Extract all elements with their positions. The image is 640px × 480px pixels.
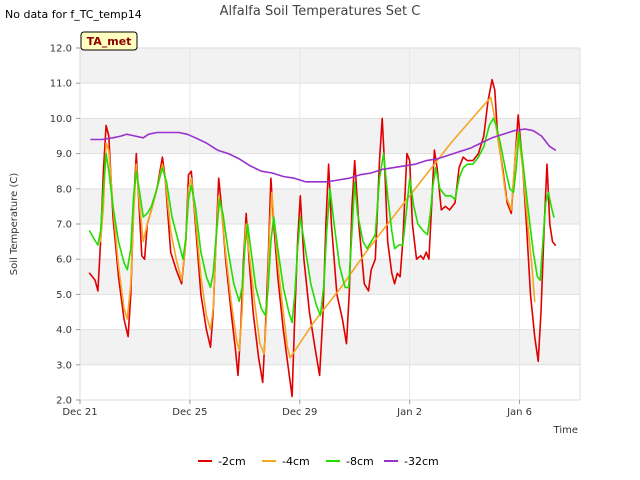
y-axis-ticks: 2.0 3.0 4.0 5.0 6.0 7.0 8.0 9.0 10.0 11.0 12.0 [50, 44, 80, 407]
ta-met-badge[interactable]: TA_met [80, 31, 138, 51]
series-line-8cm [88, 117, 555, 324]
y-tick-label: 2.0 [56, 396, 72, 407]
y-tick-label: 11.0 [50, 79, 72, 90]
chart-title: Alfalfa Soil Temperatures Set C [220, 4, 421, 19]
y-tick-label: 4.0 [56, 325, 72, 336]
x-tick-label: Dec 29 [282, 407, 317, 418]
grid-band [80, 259, 580, 295]
legend-label: -8cm [346, 455, 374, 468]
y-tick-label: 6.0 [56, 255, 72, 266]
x-axis-label: Time [553, 425, 578, 436]
x-tick-label: Dec 25 [172, 407, 207, 418]
series-line-32cm [90, 128, 557, 183]
y-tick-label: 7.0 [56, 220, 72, 231]
grid-band [80, 329, 580, 365]
legend-label: -32cm [404, 455, 439, 468]
y-axis-label: Soil Temperature (C) [9, 173, 20, 276]
grid-band [80, 48, 580, 84]
x-tick-label: Dec 21 [62, 407, 97, 418]
y-tick-label: 3.0 [56, 360, 72, 371]
series-line-4cm [99, 96, 536, 359]
badge-label: TA_met [87, 35, 132, 48]
grid-band [80, 118, 580, 154]
legend: -2cm -4cm -8cm -32cm [198, 455, 439, 468]
x-tick-label: Jan 2 [396, 407, 422, 418]
series-lines [88, 78, 557, 398]
series-line-2cm [88, 78, 557, 398]
x-tick-label: Jan 6 [506, 407, 532, 418]
y-tick-label: 9.0 [56, 149, 72, 160]
no-data-note: No data for f_TC_temp14 [5, 8, 142, 21]
y-tick-label: 5.0 [56, 290, 72, 301]
y-tick-label: 8.0 [56, 184, 72, 195]
y-tick-label: 10.0 [50, 114, 72, 125]
y-tick-label: 12.0 [50, 44, 72, 55]
x-axis-ticks: Dec 21 Dec 25 Dec 29 Jan 2 Jan 6 [62, 400, 532, 418]
legend-label: -4cm [282, 455, 310, 468]
legend-label: -2cm [218, 455, 246, 468]
